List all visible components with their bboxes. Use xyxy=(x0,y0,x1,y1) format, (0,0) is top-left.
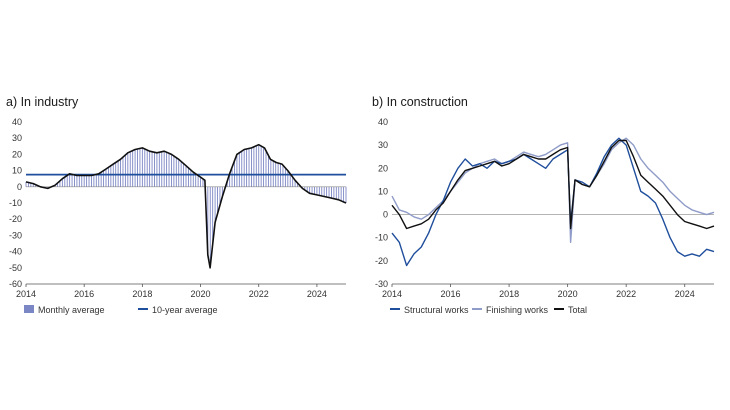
legend-label-structural-works: Structural works xyxy=(404,305,469,315)
panel-industry: a) In industry 40 30 20 10 0 -10 -20 -30 -40 -50 -… xyxy=(6,95,347,315)
x-axis-construction: 2014 2016 2018 2020 2022 2024 xyxy=(382,283,714,299)
y-tick-label-industry: -50 xyxy=(9,263,22,273)
y-tick-label-construction: -30 xyxy=(375,279,388,289)
monthly-average-line xyxy=(25,143,347,269)
industry-lines xyxy=(25,143,347,269)
monthly-average-bars xyxy=(25,144,347,267)
y-tick-label-industry: 0 xyxy=(17,182,22,192)
x-tick-label-industry: 2024 xyxy=(307,289,327,299)
y-tick-label-industry: 20 xyxy=(12,149,22,159)
y-tick-label-construction: -20 xyxy=(375,256,388,266)
x-tick-label-industry: 2016 xyxy=(74,289,94,299)
x-tick-label-construction: 2016 xyxy=(441,289,461,299)
structural-works-line xyxy=(391,137,715,267)
legend-industry: Monthly average 10-year average xyxy=(24,305,218,315)
x-tick-label-construction: 2022 xyxy=(616,289,636,299)
y-tick-label-industry: 10 xyxy=(12,166,22,176)
total-line xyxy=(391,139,715,230)
y-tick-label-construction: -10 xyxy=(375,233,388,243)
x-tick-label-construction: 2024 xyxy=(675,289,695,299)
legend-label-monthly-average: Monthly average xyxy=(38,305,105,315)
construction-lines xyxy=(391,137,715,267)
legend-label-finishing-works: Finishing works xyxy=(486,305,549,315)
panel-title-industry: a) In industry xyxy=(6,95,79,109)
y-tick-label-industry: -20 xyxy=(9,214,22,224)
y-axis-industry: 40 30 20 10 0 -10 -20 -30 -40 -50 -60 xyxy=(9,117,22,289)
x-tick-label-construction: 2018 xyxy=(499,289,519,299)
y-tick-label-construction: 10 xyxy=(378,186,388,196)
y-tick-label-industry: -40 xyxy=(9,247,22,257)
y-tick-label-industry: 30 xyxy=(12,133,22,143)
legend-label-10-year-average: 10-year average xyxy=(152,305,218,315)
y-tick-label-construction: 30 xyxy=(378,140,388,150)
x-tick-label-industry: 2022 xyxy=(249,289,269,299)
y-axis-construction: 40 30 20 10 0 -10 -20 -30 xyxy=(375,117,388,289)
panel-construction: b) In construction 40 30 20 10 0 -10 -20 -30 20… xyxy=(372,95,715,315)
y-tick-label-construction: 40 xyxy=(378,117,388,127)
legend-swatch-monthly-average xyxy=(24,305,34,313)
y-tick-label-industry: -10 xyxy=(9,198,22,208)
legend-construction: Structural works Finishing works Total xyxy=(390,305,587,315)
x-axis-industry: 2014 2016 2018 2020 2022 2024 xyxy=(16,283,346,299)
x-tick-label-industry: 2018 xyxy=(132,289,152,299)
legend-label-total: Total xyxy=(568,305,587,315)
panel-title-construction: b) In construction xyxy=(372,95,468,109)
y-tick-label-industry: -30 xyxy=(9,230,22,240)
x-tick-label-industry: 2014 xyxy=(16,289,36,299)
y-tick-label-industry: -60 xyxy=(9,279,22,289)
x-tick-label-construction: 2014 xyxy=(382,289,402,299)
y-tick-label-construction: 20 xyxy=(378,163,388,173)
x-tick-label-industry: 2020 xyxy=(191,289,211,299)
x-tick-label-construction: 2020 xyxy=(558,289,578,299)
y-tick-label-industry: 40 xyxy=(12,117,22,127)
y-tick-label-construction: 0 xyxy=(383,210,388,220)
